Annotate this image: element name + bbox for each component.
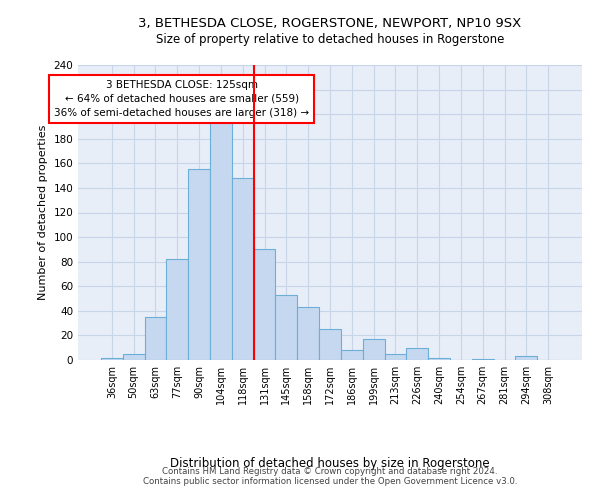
X-axis label: Distribution of detached houses by size in Rogerstone: Distribution of detached houses by size …: [170, 457, 490, 470]
Bar: [385, 354, 406, 360]
Bar: [472, 359, 494, 360]
Text: 3, BETHESDA CLOSE, ROGERSTONE, NEWPORT, NP10 9SX: 3, BETHESDA CLOSE, ROGERSTONE, NEWPORT, …: [139, 18, 521, 30]
Bar: [145, 317, 166, 360]
Bar: [254, 250, 275, 360]
Text: 3 BETHESDA CLOSE: 125sqm
← 64% of detached houses are smaller (559)
36% of semi-: 3 BETHESDA CLOSE: 125sqm ← 64% of detach…: [54, 80, 309, 118]
Bar: [166, 259, 188, 360]
Bar: [123, 354, 145, 360]
Bar: [341, 350, 363, 360]
Bar: [232, 178, 254, 360]
Bar: [363, 339, 385, 360]
Text: Contains HM Land Registry data © Crown copyright and database right 2024.: Contains HM Land Registry data © Crown c…: [162, 467, 498, 476]
Bar: [297, 307, 319, 360]
Bar: [275, 295, 297, 360]
Bar: [428, 358, 450, 360]
Bar: [210, 113, 232, 360]
Bar: [515, 356, 537, 360]
Bar: [101, 358, 123, 360]
Text: Contains public sector information licensed under the Open Government Licence v3: Contains public sector information licen…: [143, 477, 517, 486]
Bar: [406, 348, 428, 360]
Bar: [188, 170, 210, 360]
Text: Size of property relative to detached houses in Rogerstone: Size of property relative to detached ho…: [156, 32, 504, 46]
Y-axis label: Number of detached properties: Number of detached properties: [38, 125, 48, 300]
Bar: [319, 330, 341, 360]
